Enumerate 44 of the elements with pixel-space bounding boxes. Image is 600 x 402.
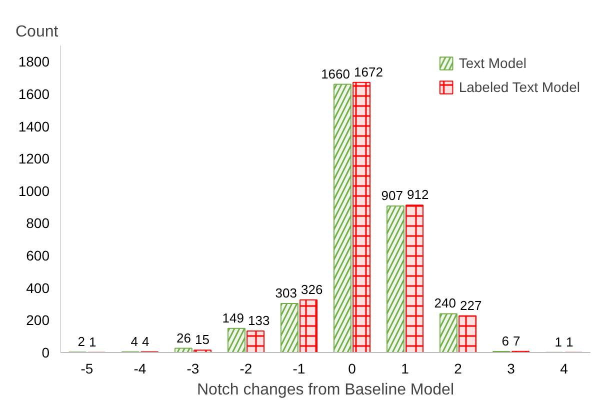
data-label: 4 — [142, 334, 150, 349]
y-tick-label: 400 — [26, 280, 50, 296]
data-label: 1 — [89, 334, 96, 350]
data-label: 240 — [434, 296, 456, 311]
x-tick-label: 2 — [454, 360, 462, 376]
x-tick-label: -3 — [186, 360, 200, 376]
data-label: 326 — [301, 282, 323, 297]
y-tick-label: 1400 — [18, 118, 50, 134]
data-label: 1 — [566, 334, 574, 350]
data-label: 227 — [460, 298, 482, 313]
x-tick-label: 4 — [560, 360, 568, 376]
data-label: 1 — [554, 334, 562, 350]
x-tick-label: -4 — [134, 360, 146, 376]
y-tick-label: 1800 — [18, 54, 50, 70]
x-tick-label: -1 — [292, 360, 306, 376]
y-tick-label: 800 — [26, 215, 50, 232]
data-label: 26 — [176, 330, 192, 346]
x-tick-label: -2 — [240, 360, 252, 376]
y-axis-title: Count — [16, 24, 59, 40]
data-label: 7 — [513, 333, 520, 348]
data-label: 303 — [275, 286, 298, 301]
x-axis-title: Notch changes from Baseline Model — [196, 382, 454, 398]
data-label: 1672 — [354, 64, 383, 80]
legend-label: Labeled Text Model — [458, 79, 580, 95]
data-label: 15 — [195, 332, 210, 348]
y-tick-label: 600 — [26, 248, 50, 264]
x-tick-label: -5 — [80, 360, 94, 376]
data-label: 2 — [78, 334, 86, 350]
y-tick-label: 1600 — [18, 86, 50, 102]
x-tick-label: 0 — [348, 360, 356, 376]
data-label: 6 — [502, 334, 510, 349]
data-label: 912 — [407, 187, 429, 202]
data-label: 4 — [130, 334, 138, 349]
y-tick-label: 200 — [26, 312, 50, 328]
x-tick-label: 1 — [401, 360, 410, 376]
legend-label: Text Model — [458, 55, 527, 71]
data-label: 907 — [381, 188, 404, 203]
y-tick-label: 0 — [42, 344, 50, 360]
x-tick-label: 3 — [507, 360, 516, 376]
y-tick-label: 1000 — [18, 182, 50, 199]
data-label: 149 — [222, 310, 244, 326]
data-label: 1660 — [321, 66, 350, 82]
y-tick-label: 1200 — [18, 150, 50, 167]
data-label: 133 — [248, 313, 270, 328]
